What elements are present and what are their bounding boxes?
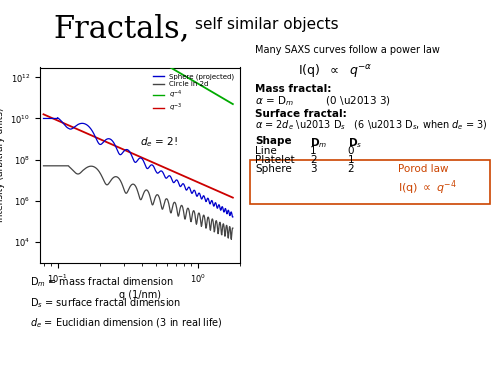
Text: 0: 0	[348, 146, 354, 156]
Text: 2: 2	[348, 164, 354, 174]
Text: 1: 1	[310, 146, 316, 156]
Legend: Sphere (projected), Circle in 2d, $q^{-4}$, $q^{-3}$: Sphere (projected), Circle in 2d, $q^{-4…	[152, 71, 236, 116]
Text: D$_s$ = surface fractal dimension: D$_s$ = surface fractal dimension	[30, 296, 181, 310]
Text: Surface fractal:: Surface fractal:	[255, 109, 347, 119]
Text: Fractals,: Fractals,	[54, 13, 190, 44]
Text: I(q)  $\propto$  $q^{-\alpha}$: I(q) $\propto$ $q^{-\alpha}$	[298, 62, 372, 79]
Text: self similar objects: self similar objects	[195, 17, 338, 32]
Text: Shape: Shape	[255, 136, 292, 146]
Text: I(q) $\propto$ $q^{-4}$: I(q) $\propto$ $q^{-4}$	[398, 178, 456, 197]
Text: D$_s$: D$_s$	[348, 136, 362, 150]
Text: D$_m$ = mass fractal dimension: D$_m$ = mass fractal dimension	[30, 276, 174, 290]
Text: Mass fractal:: Mass fractal:	[255, 84, 332, 94]
Text: Porod law: Porod law	[398, 164, 448, 174]
Y-axis label: Intensity (arbitrary units): Intensity (arbitrary units)	[0, 108, 5, 222]
Text: $d_e$ = 2!: $d_e$ = 2!	[140, 135, 178, 149]
Text: $\alpha$ = D$_m$          (0 \u2013 3): $\alpha$ = D$_m$ (0 \u2013 3)	[255, 94, 391, 108]
Text: $d_e$ = Euclidian dimension (3 in real life): $d_e$ = Euclidian dimension (3 in real l…	[30, 317, 222, 330]
Text: 3: 3	[310, 164, 316, 174]
Text: Sphere: Sphere	[255, 164, 292, 174]
Text: Platelet: Platelet	[255, 155, 294, 165]
X-axis label: q (1/nm): q (1/nm)	[119, 290, 161, 300]
Text: D$_m$: D$_m$	[310, 136, 328, 150]
Text: Line: Line	[255, 146, 277, 156]
Text: $\alpha$ = 2$d_e$ \u2013 D$_s$   (6 \u2013 D$_s$, when $d_e$ = 3): $\alpha$ = 2$d_e$ \u2013 D$_s$ (6 \u2013…	[255, 119, 488, 132]
Text: 1: 1	[348, 155, 354, 165]
Text: Many SAXS curves follow a power law: Many SAXS curves follow a power law	[255, 45, 440, 55]
Text: 2: 2	[310, 155, 316, 165]
